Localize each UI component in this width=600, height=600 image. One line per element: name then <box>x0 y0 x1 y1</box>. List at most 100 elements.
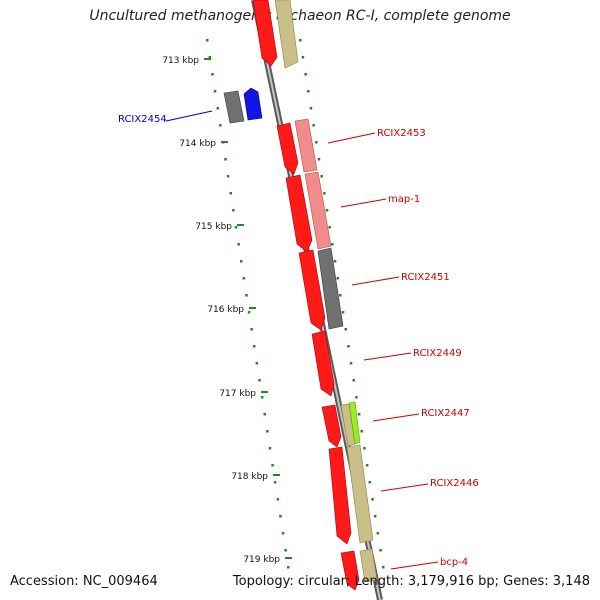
inner-tick-24 <box>363 447 366 450</box>
label-bcp-4: bcp-4 <box>440 557 468 568</box>
inner-tick-0 <box>299 39 302 42</box>
inner-tick-7 <box>317 158 321 161</box>
ruler-label-716: 716 kbp <box>207 305 244 315</box>
outer-tick-track <box>206 39 290 569</box>
inner-tick-6 <box>315 141 318 144</box>
cds-rcix2446 <box>328 446 352 545</box>
ruler-label-718: 718 kbp <box>231 472 268 482</box>
cds-map-1 <box>285 174 313 253</box>
gene-rcix2446 <box>346 444 374 544</box>
outer-tick-2 <box>211 73 214 76</box>
leader-rcix2454 <box>165 110 213 122</box>
label-rcix2454: RCIX2454 <box>118 114 167 125</box>
ruler-label-719: 719 kbp <box>243 555 280 565</box>
inner-tick-17 <box>344 328 347 331</box>
outer-tick-0 <box>206 39 209 42</box>
outer-tick-17 <box>250 328 253 331</box>
inner-tick-20 <box>352 379 355 382</box>
ruler: 713 kbp 714 kbp 715 kbp 716 kbp 717 kbp … <box>162 56 292 565</box>
leader-map-1 <box>340 198 387 208</box>
outer-tick-28 <box>279 515 282 518</box>
cds-rcix2451 <box>298 249 326 331</box>
inner-tick-3 <box>307 90 310 93</box>
gene-track <box>274 0 378 583</box>
outer-tick-20 <box>258 379 261 382</box>
outer-tick-13 <box>240 260 243 263</box>
outer-tick-26 <box>273 481 277 484</box>
outer-tick-4 <box>216 107 219 110</box>
inner-tick-8 <box>320 175 323 178</box>
cds-rcix2447 <box>321 404 342 448</box>
label-rcix2447: RCIX2447 <box>421 408 470 419</box>
label-rcix2453: RCIX2453 <box>377 128 426 139</box>
outer-tick-15 <box>245 294 248 297</box>
inner-tick-15 <box>339 294 342 297</box>
outer-tick-22 <box>263 413 266 416</box>
inner-tick-26 <box>368 481 372 484</box>
gene-map-1 <box>304 171 332 250</box>
cds-rcix2449 <box>311 330 335 397</box>
inner-tick-12 <box>331 243 334 246</box>
outer-tick-1 <box>208 56 212 59</box>
inner-tick-21 <box>355 396 358 399</box>
outer-tick-14 <box>242 277 246 280</box>
outer-tick-29 <box>281 532 285 535</box>
ruler-label-715: 715 kbp <box>195 222 232 232</box>
outer-tick-16 <box>247 311 251 314</box>
gene-rcix2454-group <box>223 87 263 124</box>
genome-summary-text: Topology: circular; Length: 3,179,916 bp… <box>232 574 590 589</box>
ruler-tick-718 <box>273 474 280 476</box>
inner-tick-18 <box>347 345 350 348</box>
cds-rcix2453 <box>276 122 299 175</box>
outer-tick-11 <box>234 226 238 229</box>
inner-tick-28 <box>373 515 377 518</box>
accession-text: Accession: NC_009464 <box>10 574 158 589</box>
inner-tick-10 <box>325 209 329 212</box>
ruler-label-717: 717 kbp <box>219 389 256 399</box>
outer-tick-10 <box>232 209 235 212</box>
gene-rcix2447-lime <box>348 401 361 445</box>
outer-tick-19 <box>255 362 259 365</box>
outer-tick-5 <box>219 124 222 127</box>
inner-tick-29 <box>376 532 380 535</box>
outer-tick-3 <box>213 90 217 93</box>
ruler-tick-715 <box>237 224 244 226</box>
inner-tick-track <box>299 39 385 569</box>
outer-tick-30 <box>284 549 287 552</box>
label-rcix2451: RCIX2451 <box>401 272 450 283</box>
outer-tick-23 <box>266 430 269 433</box>
inner-tick-25 <box>365 464 369 467</box>
gene-labels: RCIX2454 RCIX2453 map-1 RCIX2451 RCIX244… <box>118 114 479 568</box>
inner-tick-19 <box>349 362 353 365</box>
ruler-tick-714 <box>221 141 228 143</box>
outer-tick-31 <box>287 566 290 569</box>
ruler-tick-716 <box>249 307 256 309</box>
outer-tick-18 <box>253 345 256 348</box>
gene-rcix2451 <box>317 247 344 330</box>
inner-tick-5 <box>312 124 315 127</box>
cds-top <box>252 0 278 67</box>
cds-track <box>252 0 360 591</box>
ruler-tick-713 <box>204 58 211 60</box>
gene-bcp-4 <box>359 548 378 583</box>
gene-top-olive <box>274 0 299 69</box>
leader-rcix2447 <box>372 413 420 422</box>
inner-tick-16 <box>341 311 345 314</box>
gene-rcix2454-gray <box>223 90 245 124</box>
outer-tick-21 <box>260 396 264 399</box>
label-rcix2446: RCIX2446 <box>430 478 479 489</box>
inner-tick-1 <box>301 56 305 59</box>
outer-tick-12 <box>237 243 240 246</box>
inner-tick-31 <box>382 566 385 569</box>
outer-tick-25 <box>271 464 274 467</box>
outer-tick-7 <box>224 158 227 161</box>
outer-tick-8 <box>226 175 230 178</box>
label-rcix2449: RCIX2449 <box>413 348 462 359</box>
outer-tick-24 <box>268 447 272 450</box>
label-map-1: map-1 <box>388 194 420 205</box>
leader-bcp-4 <box>390 561 439 570</box>
ruler-label-713: 713 kbp <box>162 56 199 66</box>
map-title: Uncultured methanogenic archaeon RC-I, c… <box>89 8 511 24</box>
inner-tick-4 <box>309 107 313 110</box>
